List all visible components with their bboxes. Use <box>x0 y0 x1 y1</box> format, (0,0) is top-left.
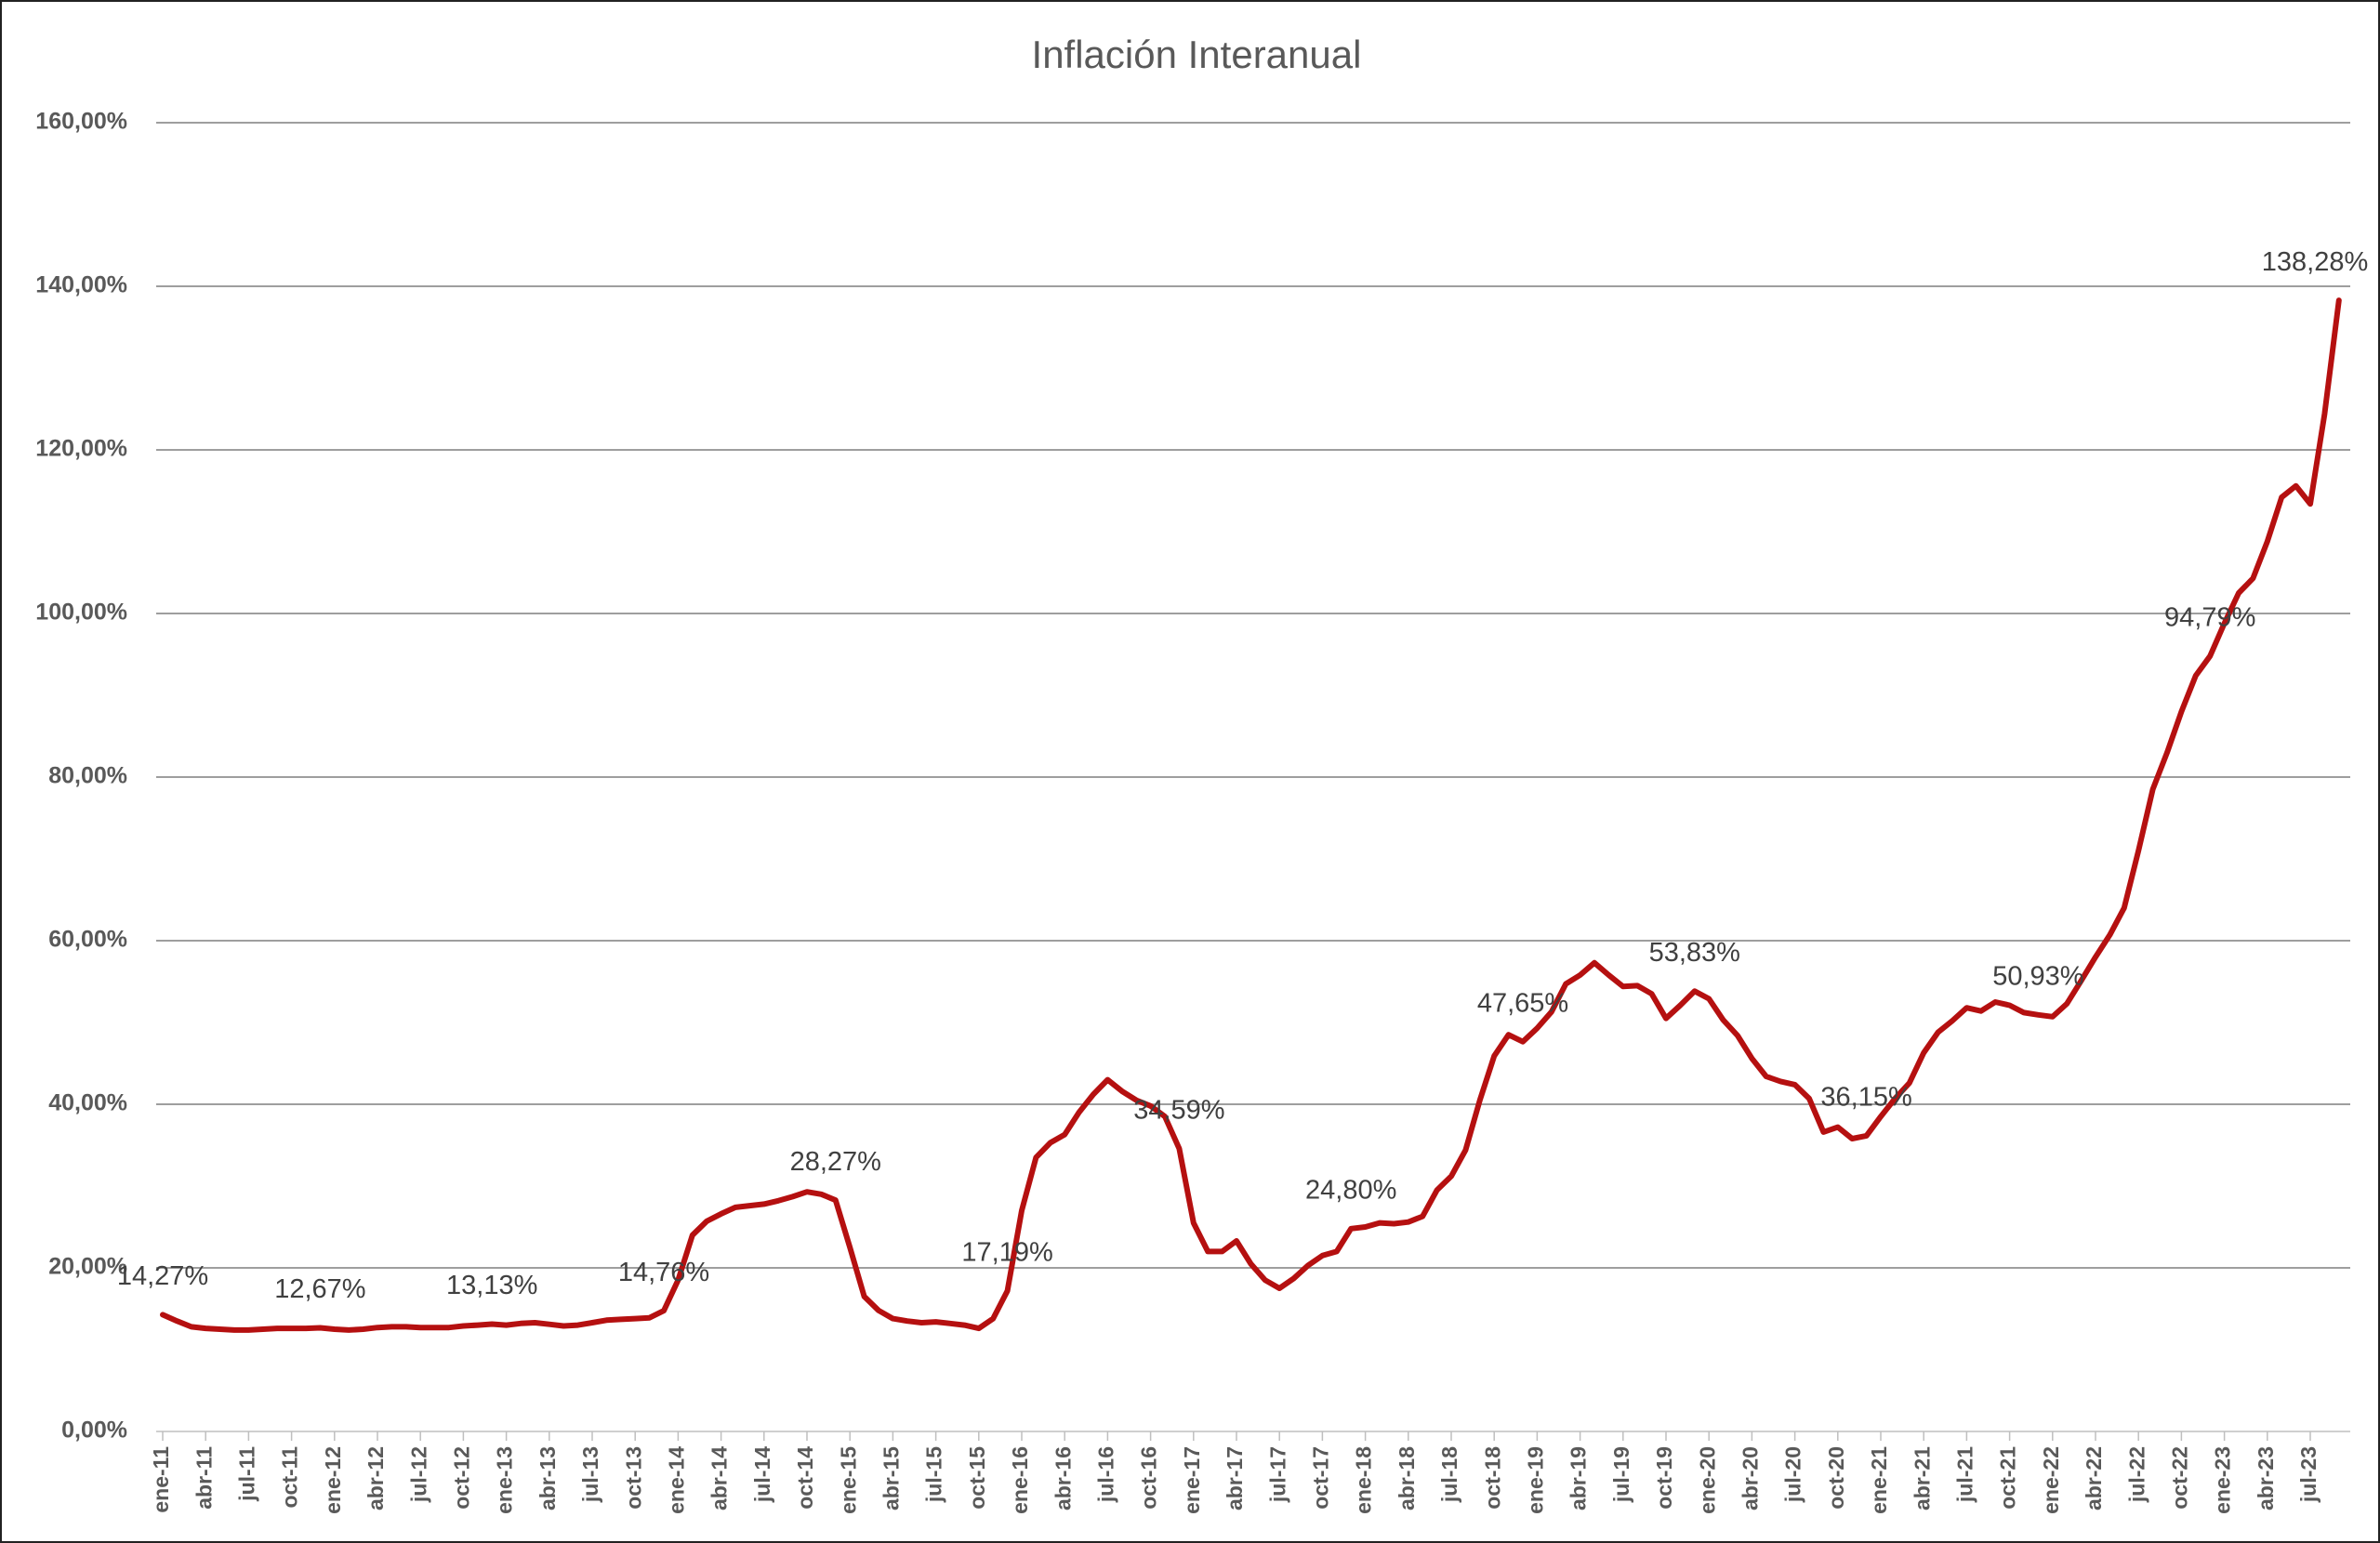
x-tick-label: oct-20 <box>1824 1446 1848 1510</box>
x-tick-label: ene-21 <box>1867 1446 1891 1514</box>
x-tick-label: abr-17 <box>1223 1446 1247 1510</box>
y-tick-label: 120,00% <box>35 436 127 462</box>
x-tick-label: ene-14 <box>664 1446 688 1514</box>
x-tick-label: jul-15 <box>922 1446 946 1503</box>
data-label: 14,76% <box>618 1258 709 1287</box>
x-tick-label: abr-18 <box>1395 1446 1419 1510</box>
x-tick-label: abr-12 <box>364 1446 388 1510</box>
data-label: 12,67% <box>274 1274 365 1304</box>
x-tick-label: ene-15 <box>836 1446 860 1514</box>
x-tick-label: oct-21 <box>1996 1446 2020 1510</box>
x-tick-label: jul-23 <box>2296 1446 2320 1503</box>
x-tick-label: abr-20 <box>1738 1446 1762 1510</box>
x-tick-label: oct-16 <box>1137 1446 1161 1510</box>
x-tick-label: oct-19 <box>1652 1446 1676 1510</box>
data-label: 24,80% <box>1305 1175 1396 1205</box>
data-label: 36,15% <box>1820 1083 1911 1113</box>
y-tick-label: 140,00% <box>35 272 127 298</box>
x-tick-label: jul-18 <box>1437 1446 1461 1503</box>
data-label: 34,59% <box>1133 1095 1224 1125</box>
x-tick-label: jul-11 <box>234 1446 258 1502</box>
x-tick-label: jul-19 <box>1609 1446 1633 1503</box>
x-tick-label: oct-13 <box>621 1446 645 1510</box>
x-tick-label: jul-16 <box>1093 1446 1117 1503</box>
x-tick-label: oct-15 <box>965 1446 989 1510</box>
y-tick-label: 160,00% <box>35 109 127 135</box>
y-tick-label: 60,00% <box>48 927 127 953</box>
x-tick-label: oct-22 <box>2167 1446 2191 1510</box>
data-label: 17,19% <box>961 1237 1052 1267</box>
data-label: 94,79% <box>2164 603 2255 633</box>
x-tick-label: oct-12 <box>449 1446 473 1510</box>
x-tick-label: jul-20 <box>1781 1446 1805 1503</box>
data-label: 14,27% <box>117 1261 208 1291</box>
x-tick-label: ene-20 <box>1695 1446 1719 1514</box>
x-tick-label: oct-11 <box>278 1446 302 1509</box>
x-tick-label: ene-18 <box>1352 1446 1376 1514</box>
x-tick-label: jul-13 <box>578 1446 602 1503</box>
x-tick-label: abr-15 <box>879 1446 903 1510</box>
x-tick-label: abr-13 <box>536 1446 560 1510</box>
data-label: 47,65% <box>1477 988 1568 1018</box>
x-tick-label: jul-22 <box>2124 1446 2149 1503</box>
x-tick-label: abr-11 <box>192 1446 216 1510</box>
data-label: 28,27% <box>790 1147 881 1177</box>
x-tick-label: abr-14 <box>707 1446 732 1510</box>
y-tick-label: 100,00% <box>35 600 127 626</box>
x-tick-label: oct-17 <box>1308 1446 1332 1510</box>
x-tick-label: jul-12 <box>406 1446 430 1503</box>
data-label: 13,13% <box>446 1271 537 1300</box>
chart-title: Inflación Interanual <box>1032 33 1362 76</box>
y-tick-label: 80,00% <box>48 763 127 789</box>
y-tick-label: 0,00% <box>61 1418 127 1444</box>
x-tick-label: abr-23 <box>2254 1446 2278 1510</box>
y-tick-label: 20,00% <box>48 1254 127 1280</box>
x-tick-label: ene-23 <box>2211 1446 2235 1514</box>
x-tick-label: ene-22 <box>2039 1446 2063 1514</box>
x-tick-label: ene-11 <box>149 1446 173 1513</box>
x-tick-label: abr-19 <box>1567 1446 1591 1510</box>
x-tick-label: abr-22 <box>2082 1446 2106 1510</box>
x-tick-label: oct-14 <box>793 1446 817 1510</box>
data-label: 50,93% <box>1992 961 2083 991</box>
x-tick-label: jul-14 <box>750 1446 774 1503</box>
data-label: 53,83% <box>1649 938 1740 968</box>
x-tick-label: jul-17 <box>1265 1446 1289 1503</box>
x-tick-label: ene-12 <box>321 1446 345 1514</box>
data-label: 138,28% <box>2262 247 2369 277</box>
x-tick-label: abr-21 <box>1910 1446 1934 1510</box>
x-tick-label: abr-16 <box>1051 1446 1075 1510</box>
x-tick-label: ene-16 <box>1008 1446 1032 1514</box>
x-tick-label: ene-19 <box>1523 1446 1547 1514</box>
data-line <box>160 297 2342 1333</box>
x-tick-label: oct-18 <box>1480 1446 1504 1510</box>
x-tick-label: ene-17 <box>1180 1446 1204 1514</box>
x-tick-label: ene-13 <box>493 1446 517 1514</box>
x-tick-label: jul-21 <box>1952 1446 1977 1503</box>
y-tick-label: 40,00% <box>48 1090 127 1116</box>
